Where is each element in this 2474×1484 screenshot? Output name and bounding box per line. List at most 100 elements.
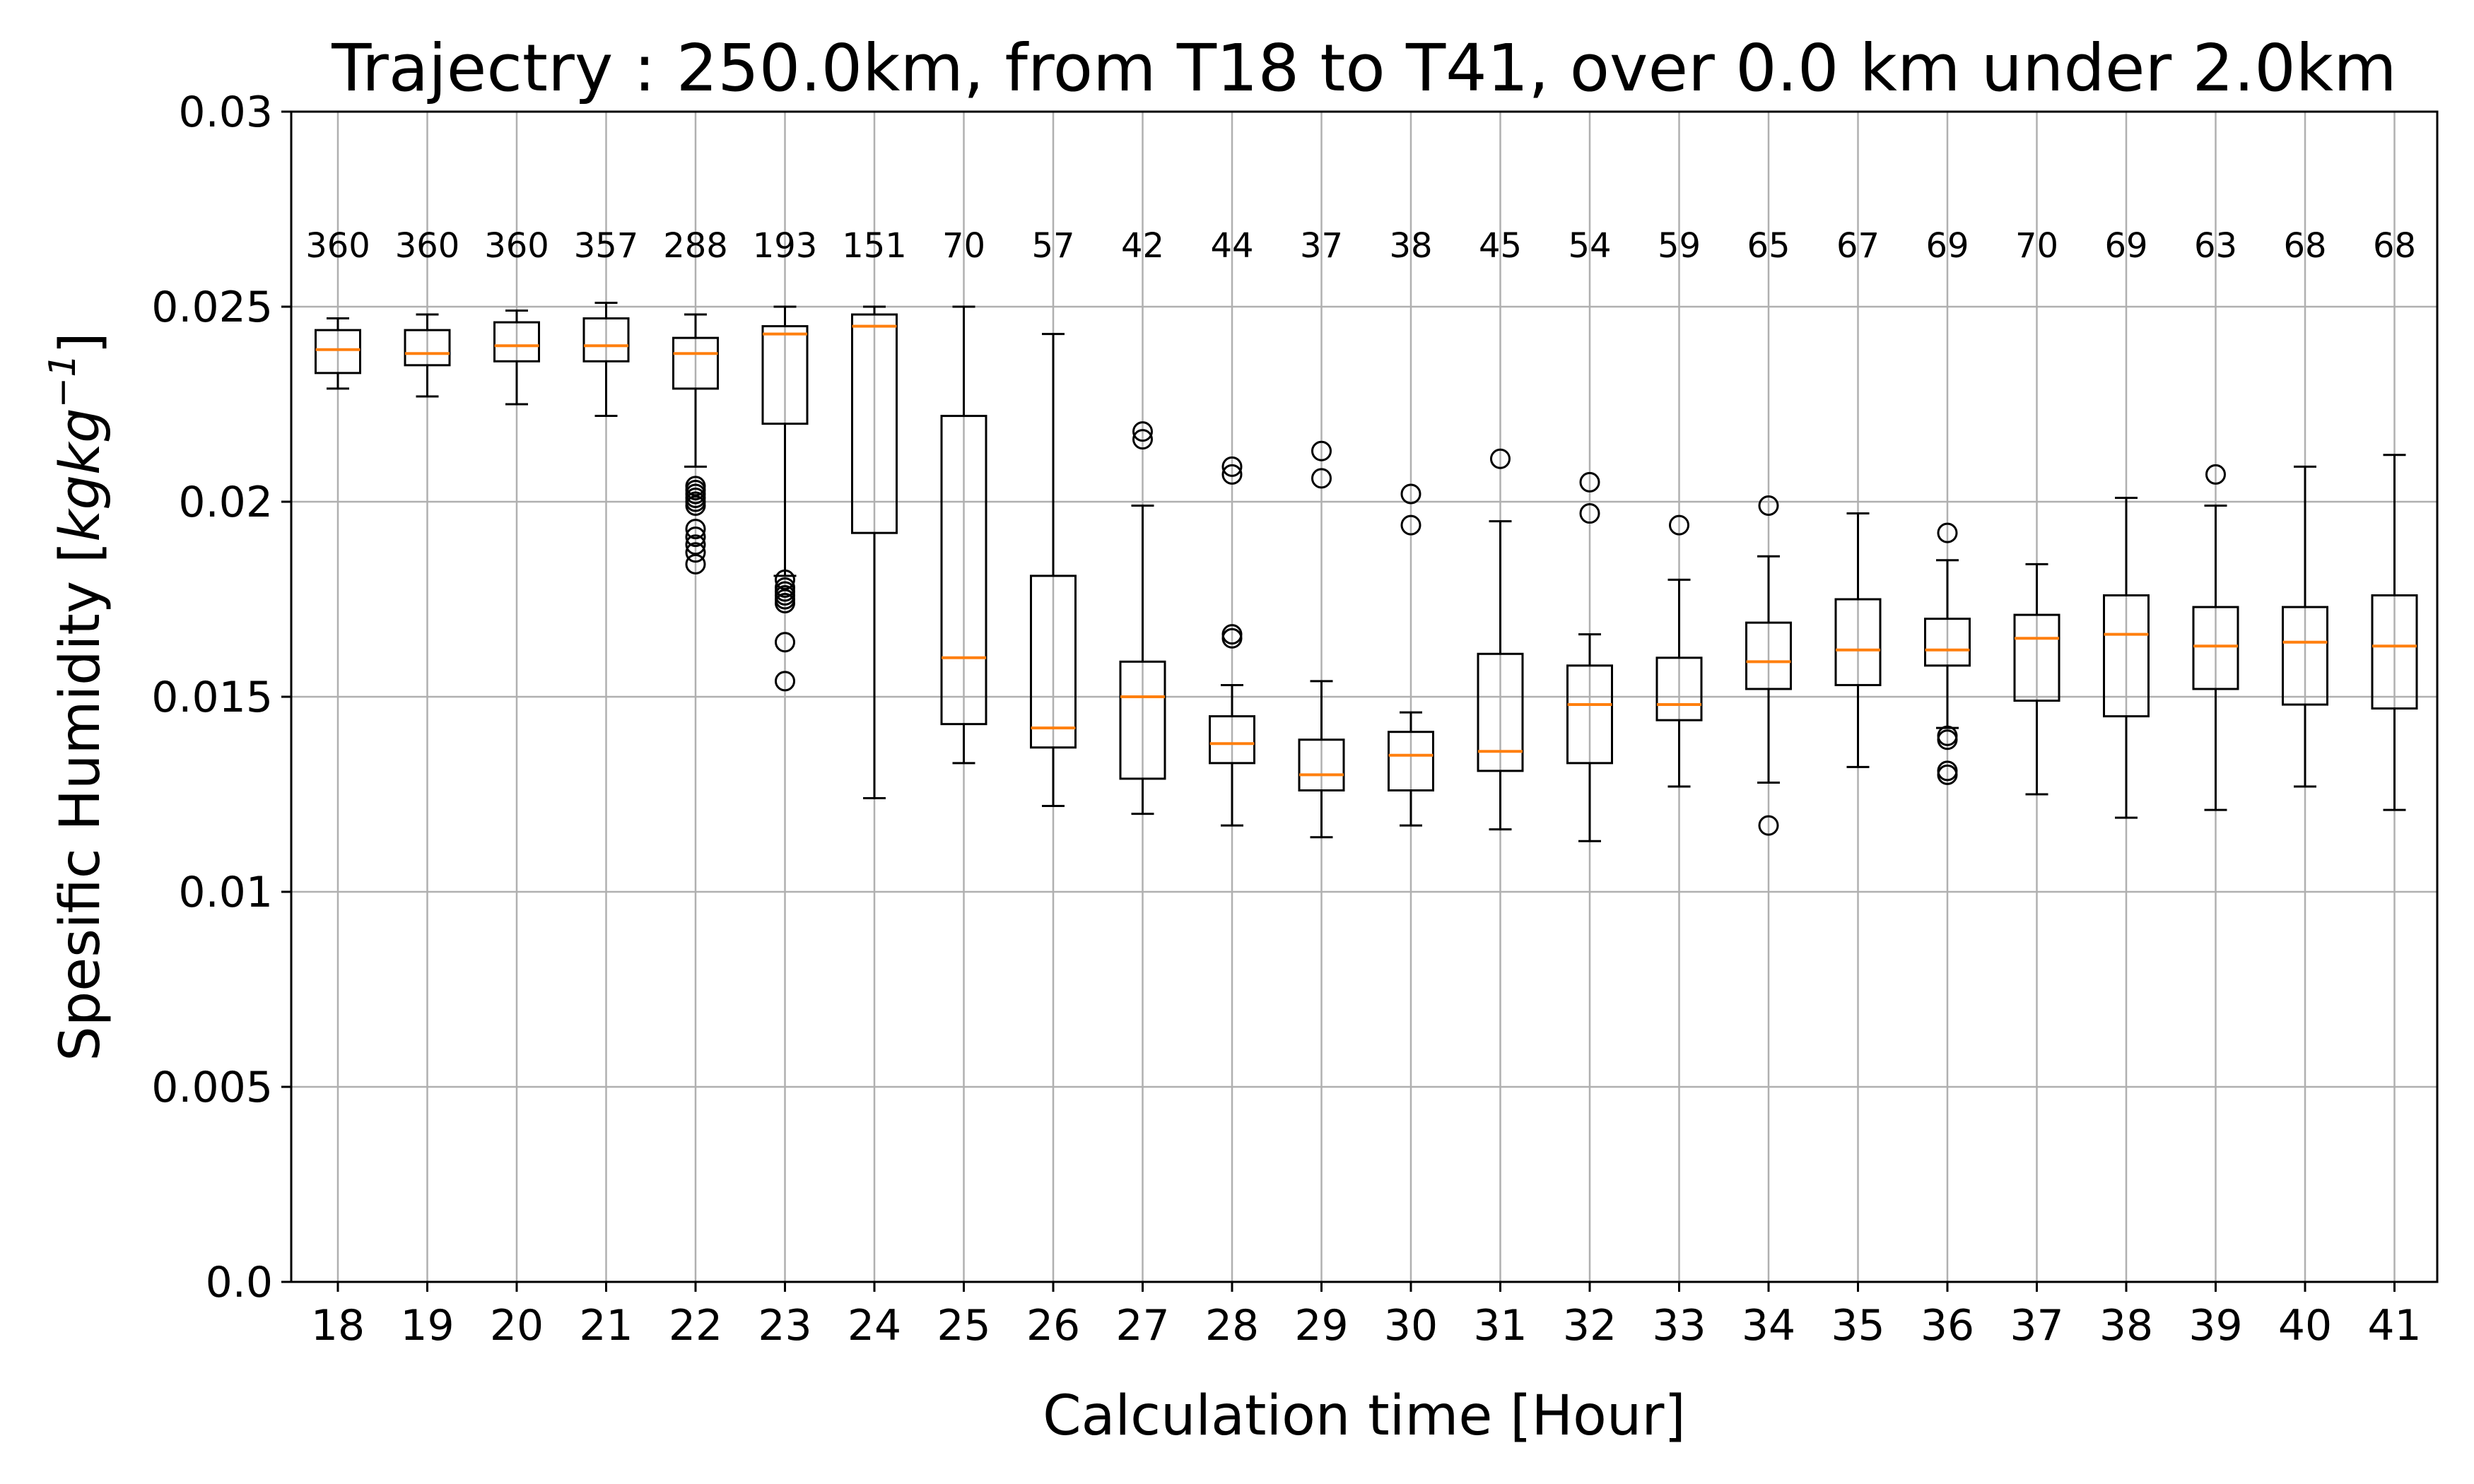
sample-count-label: 69 — [1925, 226, 1969, 266]
box-36 — [1924, 522, 1971, 785]
x-tick-label: 28 — [1205, 1301, 1259, 1350]
x-tick-label: 36 — [1921, 1301, 1974, 1350]
y-axis-label: Spesific Humidity [kgkg−1] — [42, 332, 112, 1061]
x-tick-label: 25 — [937, 1301, 990, 1350]
x-tick-label: 35 — [1831, 1301, 1884, 1350]
box-rect — [1834, 598, 1882, 686]
box-rect — [1745, 621, 1792, 690]
outlier-point — [1221, 456, 1243, 477]
box-28 — [1209, 456, 1255, 827]
sample-count-label: 70 — [942, 226, 985, 266]
sample-count-label: 193 — [753, 226, 818, 266]
box-19 — [404, 313, 451, 398]
x-tick-label: 27 — [1115, 1301, 1169, 1350]
box-rect — [404, 329, 451, 367]
box-rect — [1655, 656, 1703, 722]
sample-count-label: 360 — [305, 226, 370, 266]
y-tick-label: 0.025 — [151, 283, 273, 332]
x-tick-label: 32 — [1563, 1301, 1617, 1350]
sample-count-label: 57 — [1031, 226, 1074, 266]
box-25 — [940, 305, 987, 765]
outlier-point — [685, 526, 706, 548]
sample-count-label: 59 — [1658, 226, 1701, 266]
outlier-point — [1579, 503, 1600, 524]
box-24 — [851, 305, 898, 800]
sample-count-label: 68 — [2373, 226, 2416, 266]
sample-count-label: 288 — [663, 226, 728, 266]
grid — [291, 110, 2437, 1283]
box-22 — [672, 313, 719, 575]
x-tick-label: 41 — [2367, 1301, 2421, 1350]
box-rect — [851, 313, 898, 534]
sample-count-label: 45 — [1479, 226, 1522, 266]
outlier-point — [1311, 468, 1332, 489]
x-tick-label: 31 — [1473, 1301, 1527, 1350]
x-tick-label: 38 — [2099, 1301, 2153, 1350]
x-tick-label: 19 — [400, 1301, 454, 1350]
ticks: 0.0 0.005 0.01 0.015 0.02 0.025 0.03 18 19 20 21 22… — [151, 88, 2421, 1350]
outlier-point — [1937, 729, 1958, 750]
outlier-point — [775, 569, 795, 590]
x-axis-label: Calculation time [Hour] — [1043, 1384, 1686, 1448]
y-tick-label: 0.015 — [151, 673, 273, 722]
y-tick-label: 0.02 — [178, 478, 273, 527]
outlier-point — [1669, 514, 1689, 536]
box-38 — [2103, 496, 2150, 819]
box-rect — [1924, 618, 1971, 667]
outlier-point — [1400, 483, 1421, 505]
y-tick-label: 0.03 — [178, 88, 273, 137]
outlier-point — [685, 495, 706, 517]
x-tick-label: 39 — [2188, 1301, 2242, 1350]
outlier-point — [685, 519, 706, 540]
outlier-point — [2205, 464, 2226, 485]
y-tick-label: 0.01 — [178, 868, 273, 917]
box-rect — [582, 317, 630, 363]
box-37 — [2013, 563, 2060, 796]
box-21 — [582, 301, 630, 418]
outlier-point — [1937, 764, 1958, 785]
sample-count-label: 360 — [395, 226, 460, 266]
outlier-point — [685, 542, 706, 563]
outlier-point — [1400, 514, 1421, 536]
box-rect — [761, 325, 809, 425]
box-rect — [2013, 613, 2060, 702]
sample-count-label: 54 — [1568, 226, 1611, 266]
x-tick-label: 23 — [758, 1301, 811, 1350]
outlier-point — [685, 553, 706, 575]
x-tick-label: 33 — [1652, 1301, 1706, 1350]
box-27 — [1119, 421, 1166, 815]
box-32 — [1566, 471, 1613, 842]
y-tick-label: 0.0 — [206, 1258, 273, 1307]
x-tick-label: 20 — [490, 1301, 544, 1350]
outlier-point — [1758, 815, 1779, 836]
box-18 — [315, 317, 361, 390]
box-rect — [2192, 606, 2239, 690]
sample-count-label: 67 — [1836, 226, 1880, 266]
box-35 — [1834, 512, 1882, 768]
y-tick-label: 0.005 — [151, 1063, 273, 1112]
box-31 — [1477, 448, 1524, 831]
outlier-point — [1132, 421, 1153, 442]
box-rect — [315, 329, 361, 375]
outlier-point — [775, 632, 795, 653]
y-axis-label-exponent: −1 — [42, 354, 84, 408]
x-tick-label: 34 — [1742, 1301, 1795, 1350]
outlier-point — [1579, 471, 1600, 493]
box-rect — [2371, 594, 2418, 710]
box-39 — [2192, 464, 2239, 811]
box-26 — [1030, 333, 1077, 808]
x-tick-label: 40 — [2278, 1301, 2332, 1350]
box-30 — [1388, 483, 1434, 827]
sample-count-label: 42 — [1121, 226, 1164, 266]
y-axis-label-prefix: Spesific Humidity [ — [49, 542, 112, 1061]
sample-count-label: 63 — [2194, 226, 2237, 266]
sample-count-label: 151 — [842, 226, 907, 266]
outlier-point — [1311, 440, 1332, 461]
box-29 — [1298, 440, 1345, 839]
x-tick-label: 26 — [1026, 1301, 1080, 1350]
box-33 — [1655, 514, 1703, 788]
box-23 — [761, 305, 809, 692]
outlier-point — [1132, 429, 1153, 450]
outlier-point — [1490, 448, 1511, 469]
